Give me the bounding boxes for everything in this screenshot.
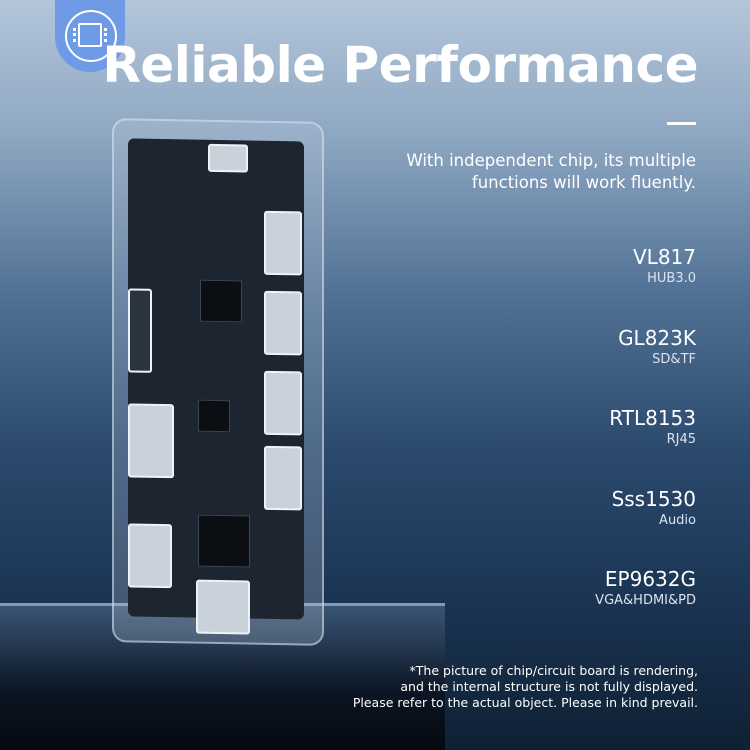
chip-desc: SD&TF [652, 351, 696, 367]
chip-desc: HUB3.0 [647, 271, 696, 286]
title-divider [667, 122, 696, 125]
chip-name: VL817 [633, 245, 696, 269]
usb-port [264, 370, 302, 436]
circuit-board [128, 138, 304, 635]
chip [198, 514, 250, 568]
hdmi-port [128, 403, 174, 479]
chip-name: Sss1530 [611, 486, 696, 511]
chip-item: RTL8153 RJ45 [595, 405, 696, 486]
chip-item: VL817 HUB3.0 [595, 244, 696, 325]
usb-port [264, 210, 302, 276]
chip [200, 279, 242, 323]
chip-name: RTL8153 [609, 406, 696, 430]
chip-desc: VGA&HDMI&PD [595, 593, 696, 608]
usb-c-port [208, 143, 248, 173]
note-line: Please refer to the actual object. Pleas… [352, 695, 698, 710]
chip-list: VL817 HUB3.0 GL823K SD&TF RTL8153 RJ45 S… [595, 244, 696, 647]
badge-ring [65, 10, 117, 62]
chip-badge [55, 0, 125, 72]
usb-hub-device-image [112, 118, 324, 646]
page-title: Reliable Performance [102, 36, 698, 94]
chip-name: GL823K [618, 325, 696, 350]
chip-icon [73, 23, 107, 47]
usb-port [264, 445, 302, 511]
chip-item: Sss1530 Audio [595, 486, 696, 567]
vga-port [128, 523, 172, 589]
card-slot [128, 288, 152, 373]
subtitle: With independent chip, its multiple func… [406, 151, 696, 192]
chip [198, 399, 230, 433]
chip-desc: Audio [659, 512, 696, 528]
rj45-port [196, 579, 250, 635]
disclaimer-note: *The picture of chip/circuit board is re… [353, 663, 698, 711]
chip-item: EP9632G VGA&HDMI&PD [595, 566, 696, 647]
usb-port [264, 290, 302, 356]
chip-item: GL823K SD&TF [595, 325, 696, 406]
note-line: *The picture of chip/circuit board is re… [409, 663, 698, 678]
note-line: and the internal structure is not fully … [400, 679, 698, 694]
chip-desc: RJ45 [666, 432, 696, 447]
chip-name: EP9632G [604, 567, 696, 591]
